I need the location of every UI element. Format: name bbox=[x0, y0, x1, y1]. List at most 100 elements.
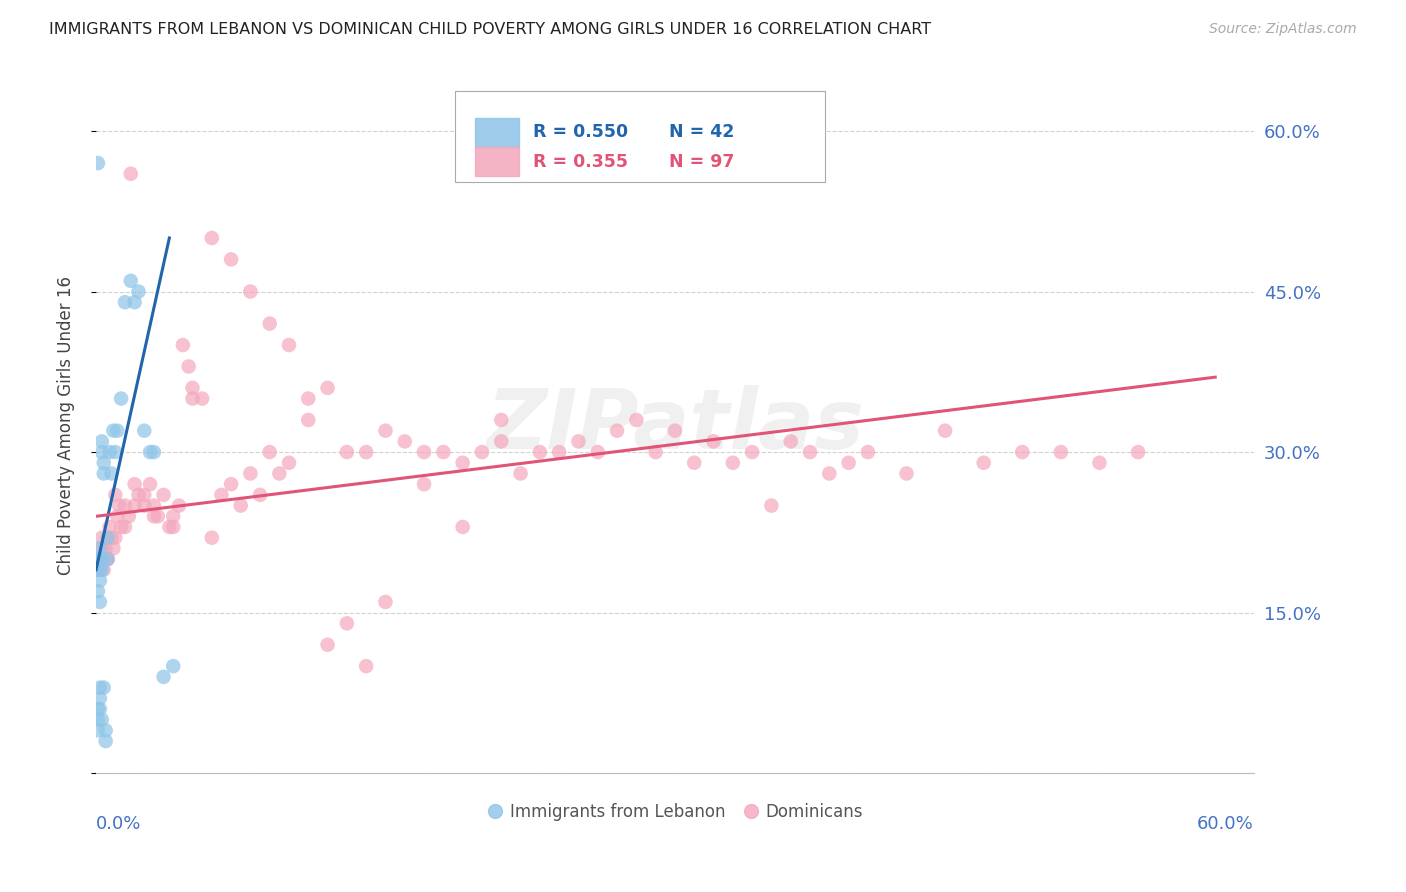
Point bbox=[896, 467, 918, 481]
Point bbox=[87, 563, 110, 577]
Point bbox=[432, 445, 454, 459]
Point bbox=[249, 488, 271, 502]
Point bbox=[336, 616, 359, 631]
Point bbox=[89, 595, 111, 609]
Point bbox=[664, 424, 686, 438]
Bar bbox=[475, 147, 519, 177]
Point bbox=[316, 381, 339, 395]
Point bbox=[89, 574, 111, 588]
Point bbox=[567, 434, 589, 449]
Point bbox=[94, 734, 117, 748]
Point bbox=[162, 509, 184, 524]
Point bbox=[529, 445, 551, 459]
Point bbox=[134, 488, 156, 502]
Point bbox=[93, 681, 115, 695]
Point bbox=[110, 392, 132, 406]
Point bbox=[90, 541, 112, 556]
Point bbox=[90, 713, 112, 727]
Point bbox=[354, 659, 377, 673]
Point bbox=[219, 477, 242, 491]
Point bbox=[93, 456, 115, 470]
Point bbox=[124, 295, 146, 310]
Point bbox=[90, 531, 112, 545]
Point bbox=[779, 434, 801, 449]
Point bbox=[374, 424, 396, 438]
Point bbox=[127, 488, 149, 502]
Point bbox=[90, 563, 112, 577]
Point bbox=[374, 595, 396, 609]
Point bbox=[97, 552, 120, 566]
Point bbox=[134, 424, 156, 438]
Point bbox=[491, 413, 513, 427]
Point bbox=[586, 445, 609, 459]
Point bbox=[838, 456, 860, 470]
Text: 60.0%: 60.0% bbox=[1197, 815, 1254, 833]
Text: N = 97: N = 97 bbox=[669, 153, 734, 170]
Point bbox=[134, 499, 156, 513]
Point bbox=[157, 520, 180, 534]
Point bbox=[239, 467, 262, 481]
Point bbox=[100, 467, 122, 481]
Point bbox=[98, 520, 121, 534]
Point bbox=[934, 424, 956, 438]
Point bbox=[104, 531, 127, 545]
Point bbox=[278, 456, 301, 470]
Point bbox=[89, 552, 111, 566]
Point bbox=[93, 563, 115, 577]
Point bbox=[509, 467, 531, 481]
Point bbox=[201, 531, 224, 545]
Point bbox=[89, 541, 111, 556]
Point bbox=[139, 445, 162, 459]
Point bbox=[120, 274, 142, 288]
Point bbox=[90, 445, 112, 459]
Point bbox=[114, 520, 136, 534]
Point bbox=[87, 723, 110, 738]
Point bbox=[413, 477, 436, 491]
Point bbox=[124, 477, 146, 491]
Point bbox=[162, 520, 184, 534]
Point bbox=[219, 252, 242, 267]
Point bbox=[761, 499, 783, 513]
Point bbox=[97, 552, 120, 566]
Point bbox=[606, 424, 628, 438]
Point bbox=[89, 681, 111, 695]
FancyBboxPatch shape bbox=[456, 91, 825, 182]
Point bbox=[548, 445, 571, 459]
Point bbox=[1088, 456, 1111, 470]
Point bbox=[297, 392, 319, 406]
Point bbox=[152, 670, 174, 684]
Point bbox=[114, 295, 136, 310]
Point bbox=[97, 531, 120, 545]
Text: Source: ZipAtlas.com: Source: ZipAtlas.com bbox=[1209, 22, 1357, 37]
Point bbox=[87, 552, 110, 566]
Point bbox=[118, 509, 141, 524]
Point bbox=[108, 499, 131, 513]
Point bbox=[127, 285, 149, 299]
Point bbox=[683, 456, 706, 470]
Point bbox=[799, 445, 821, 459]
Point bbox=[721, 456, 744, 470]
Point bbox=[87, 584, 110, 599]
Point bbox=[1050, 445, 1073, 459]
Point bbox=[142, 445, 165, 459]
Point bbox=[97, 552, 120, 566]
Point bbox=[105, 509, 128, 524]
Point bbox=[191, 392, 214, 406]
Point bbox=[644, 445, 666, 459]
Point bbox=[201, 231, 224, 245]
Point bbox=[336, 445, 359, 459]
Point bbox=[259, 317, 281, 331]
Point bbox=[818, 467, 841, 481]
Point bbox=[1126, 445, 1149, 459]
Point bbox=[856, 445, 879, 459]
Point bbox=[142, 509, 165, 524]
Point bbox=[413, 445, 436, 459]
Text: R = 0.355: R = 0.355 bbox=[533, 153, 627, 170]
Text: 0.0%: 0.0% bbox=[96, 815, 142, 833]
Point bbox=[100, 531, 122, 545]
Point bbox=[702, 434, 724, 449]
Point bbox=[94, 541, 117, 556]
Point bbox=[1011, 445, 1033, 459]
Point bbox=[211, 488, 233, 502]
Point bbox=[98, 445, 121, 459]
